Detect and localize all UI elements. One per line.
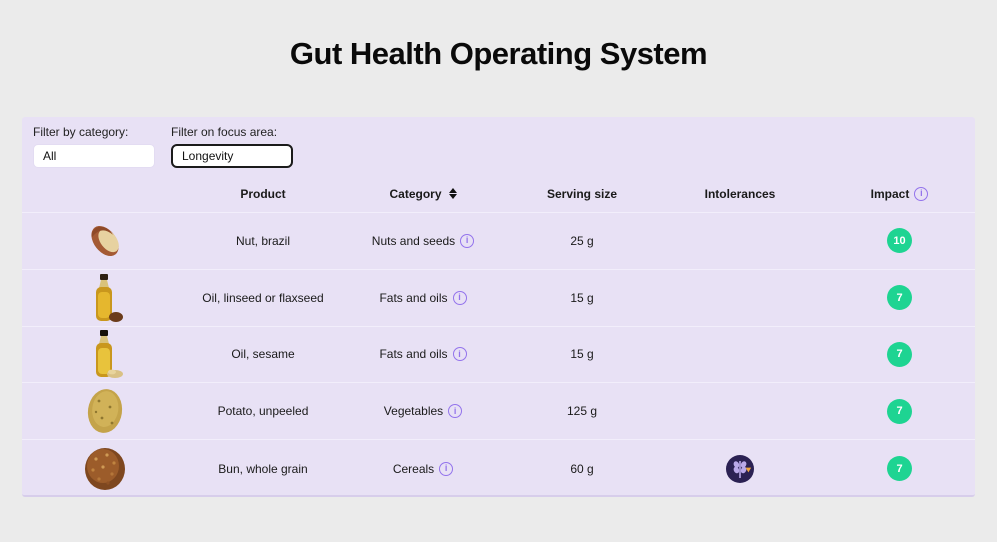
category-info-icon[interactable]: i — [452, 347, 467, 362]
serving-size-cell: 125 g — [566, 404, 598, 419]
category-cell: Fats and oils i — [338, 347, 508, 362]
category-cell: Nuts and seeds i — [338, 233, 508, 248]
whole-grain-bun-image — [85, 447, 125, 490]
impact-info-icon[interactable]: i — [914, 186, 929, 201]
product-image-cell — [22, 328, 188, 380]
food-table-panel: Filter by category: All Filter on focus … — [22, 117, 975, 497]
sort-arrows-icon[interactable] — [448, 188, 457, 199]
potato-image — [87, 389, 123, 434]
gluten-intolerance-icon[interactable] — [725, 454, 755, 484]
oil-bottle-image — [96, 330, 123, 379]
serving-size-cell: 15 g — [570, 347, 594, 362]
product-name: Bun, whole grain — [218, 461, 308, 476]
page-title: Gut Health Operating System — [289, 36, 708, 71]
product-image-cell — [22, 216, 188, 266]
category-cell: Vegetables i — [338, 404, 508, 419]
table-row: Potato, unpeeled Vegetables i 125 g 7 — [22, 383, 975, 441]
product-name: Oil, sesame — [231, 347, 295, 362]
header-product: Product — [240, 186, 286, 201]
product-name: Potato, unpeeled — [217, 404, 309, 419]
focus-area-filter-group: Filter on focus area: Longevity — [171, 124, 293, 175]
impact-cell: 7 — [824, 456, 975, 482]
table-row: Oil, linseed or flaxseed Fats and oils i… — [22, 270, 975, 327]
product-image-cell — [22, 385, 188, 437]
impact-score-badge: 7 — [887, 456, 912, 482]
category-info-icon[interactable]: i — [439, 461, 454, 476]
category-info-icon[interactable]: i — [452, 290, 467, 305]
impact-cell: 10 — [824, 228, 975, 254]
product-image-cell — [22, 272, 188, 324]
category-filter-group: Filter by category: All — [33, 124, 155, 175]
impact-cell: 7 — [824, 341, 975, 367]
header-serving-size: Serving size — [546, 186, 618, 201]
header-category[interactable]: Category — [338, 187, 508, 201]
header-intolerances: Intolerances — [704, 186, 776, 201]
filter-bar: Filter by category: All Filter on focus … — [22, 117, 975, 175]
oil-bottle-image — [96, 273, 123, 322]
impact-cell: 7 — [824, 398, 975, 424]
impact-cell: 7 — [824, 285, 975, 311]
focus-area-filter-input[interactable]: Longevity — [171, 144, 293, 168]
intolerances-cell — [656, 454, 824, 484]
impact-score-badge: 7 — [887, 285, 912, 311]
serving-size-cell: 25 g — [570, 233, 594, 248]
product-name: Nut, brazil — [235, 233, 291, 248]
category-filter-select[interactable]: All — [33, 144, 155, 168]
product-image-cell — [22, 445, 188, 493]
header-impact: Impact i — [824, 186, 975, 201]
impact-score-badge: 10 — [887, 228, 912, 254]
category-cell: Cereals i — [338, 461, 508, 476]
focus-area-filter-label: Filter on focus area: — [171, 125, 278, 139]
table-header-row: Product Category Serving size Intoleranc… — [22, 175, 975, 213]
table-row: Nut, brazil Nuts and seeds i 25 g 10 — [22, 213, 975, 270]
category-cell: Fats and oils i — [338, 290, 508, 305]
product-name: Oil, linseed or flaxseed — [202, 290, 324, 305]
impact-score-badge: 7 — [887, 341, 912, 367]
table-row: Oil, sesame Fats and oils i 15 g 7 — [22, 327, 975, 384]
category-info-icon[interactable]: i — [460, 233, 475, 248]
category-filter-label: Filter by category: — [33, 125, 129, 139]
category-info-icon[interactable]: i — [448, 404, 463, 419]
table-row: Bun, whole grain Cereals i 60 g 7 — [22, 440, 975, 497]
serving-size-cell: 60 g — [570, 461, 594, 476]
serving-size-cell: 15 g — [570, 290, 594, 305]
impact-score-badge: 7 — [887, 398, 912, 424]
brazil-nut-image — [91, 225, 119, 256]
